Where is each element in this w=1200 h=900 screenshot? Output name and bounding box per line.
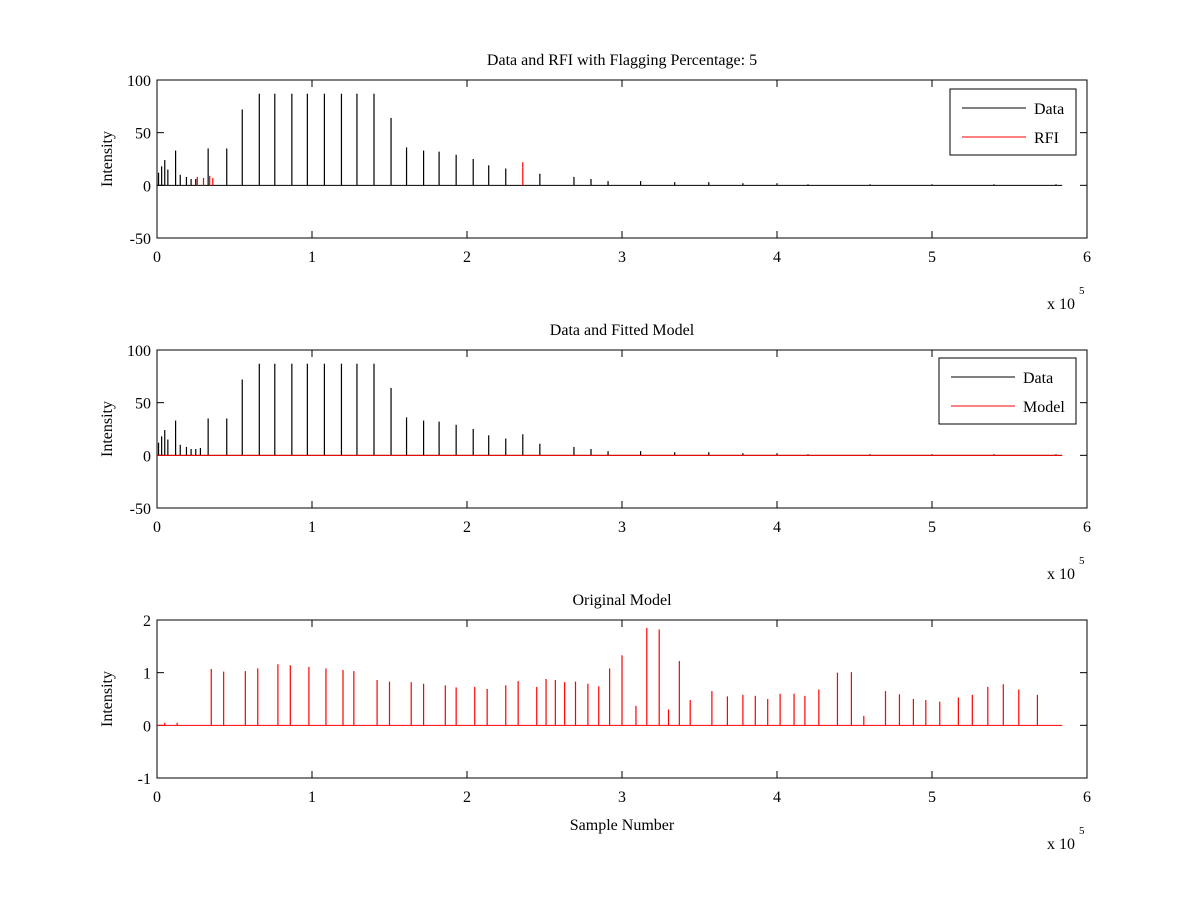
x-exponent-base: x 10 bbox=[1047, 566, 1075, 583]
chart-title: Data and Fitted Model bbox=[550, 322, 695, 339]
legend: Data Model bbox=[938, 357, 1077, 425]
chart-title: Original Model bbox=[572, 592, 672, 609]
plot-area bbox=[156, 79, 1088, 239]
plot-area bbox=[156, 349, 1088, 509]
y-tick-label: -50 bbox=[130, 231, 151, 248]
y-tick-label: 0 bbox=[143, 178, 151, 195]
x-tick-label: 3 bbox=[618, 789, 626, 806]
x-tick-label: 1 bbox=[308, 249, 316, 266]
y-tick-label: 50 bbox=[135, 396, 151, 413]
x-tick-label: 0 bbox=[153, 789, 161, 806]
x-tick-label: 1 bbox=[308, 789, 316, 806]
x-tick-label: 6 bbox=[1083, 249, 1091, 266]
legend-box bbox=[949, 88, 1077, 156]
series-rfi bbox=[196, 162, 524, 186]
x-tick-label: 2 bbox=[463, 249, 471, 266]
series-group bbox=[157, 93, 1063, 186]
x-tick-label: 2 bbox=[463, 789, 471, 806]
x-tick-label: 2 bbox=[463, 519, 471, 536]
y-tick-label: -1 bbox=[138, 771, 151, 788]
series-group bbox=[157, 363, 1063, 456]
x-exponent-base: x 10 bbox=[1047, 836, 1075, 853]
x-exponent-power: 5 bbox=[1079, 555, 1085, 567]
legend-label: Model bbox=[1023, 399, 1065, 416]
series-1 bbox=[157, 627, 1063, 726]
panel-1: Data and RFI with Flagging Percentage: 5… bbox=[99, 52, 1091, 313]
x-tick-label: 4 bbox=[773, 249, 781, 266]
chart-title: Data and RFI with Flagging Percentage: 5 bbox=[487, 52, 757, 69]
y-axis-label: Intensity bbox=[99, 131, 116, 187]
x-exponent-power: 5 bbox=[1079, 285, 1085, 297]
x-tick-label: 4 bbox=[773, 519, 781, 536]
x-tick-label: 0 bbox=[153, 249, 161, 266]
y-tick-label: 0 bbox=[143, 718, 151, 735]
x-exponent-base: x 10 bbox=[1047, 296, 1075, 313]
x-exponent-power: 5 bbox=[1079, 825, 1085, 837]
x-tick-label: 5 bbox=[928, 249, 936, 266]
legend-label: Data bbox=[1034, 101, 1064, 118]
x-tick-label: 6 bbox=[1083, 789, 1091, 806]
x-tick-label: 0 bbox=[153, 519, 161, 536]
x-tick-label: 5 bbox=[928, 519, 936, 536]
y-tick-label: -50 bbox=[130, 501, 151, 518]
y-tick-label: 0 bbox=[143, 448, 151, 465]
series-data bbox=[157, 93, 1063, 186]
legend: Data RFI bbox=[949, 88, 1077, 156]
x-axis-label: Sample Number bbox=[570, 817, 675, 834]
x-tick-label: 3 bbox=[618, 519, 626, 536]
x-tick-label: 3 bbox=[618, 249, 626, 266]
x-tick-label: 6 bbox=[1083, 519, 1091, 536]
y-axis-label: Intensity bbox=[99, 671, 116, 727]
legend-box bbox=[938, 357, 1077, 425]
x-tick-label: 5 bbox=[928, 789, 936, 806]
y-tick-label: 1 bbox=[143, 666, 151, 683]
x-tick-label: 1 bbox=[308, 519, 316, 536]
series-group bbox=[157, 627, 1063, 726]
y-tick-label: 50 bbox=[135, 126, 151, 143]
legend-label: Data bbox=[1023, 370, 1053, 387]
y-tick-label: 100 bbox=[127, 343, 151, 360]
x-tick-label: 4 bbox=[773, 789, 781, 806]
y-axis-label: Intensity bbox=[99, 401, 116, 457]
legend-label: RFI bbox=[1034, 130, 1059, 147]
y-tick-label: 100 bbox=[127, 73, 151, 90]
y-tick-label: 2 bbox=[143, 613, 151, 630]
